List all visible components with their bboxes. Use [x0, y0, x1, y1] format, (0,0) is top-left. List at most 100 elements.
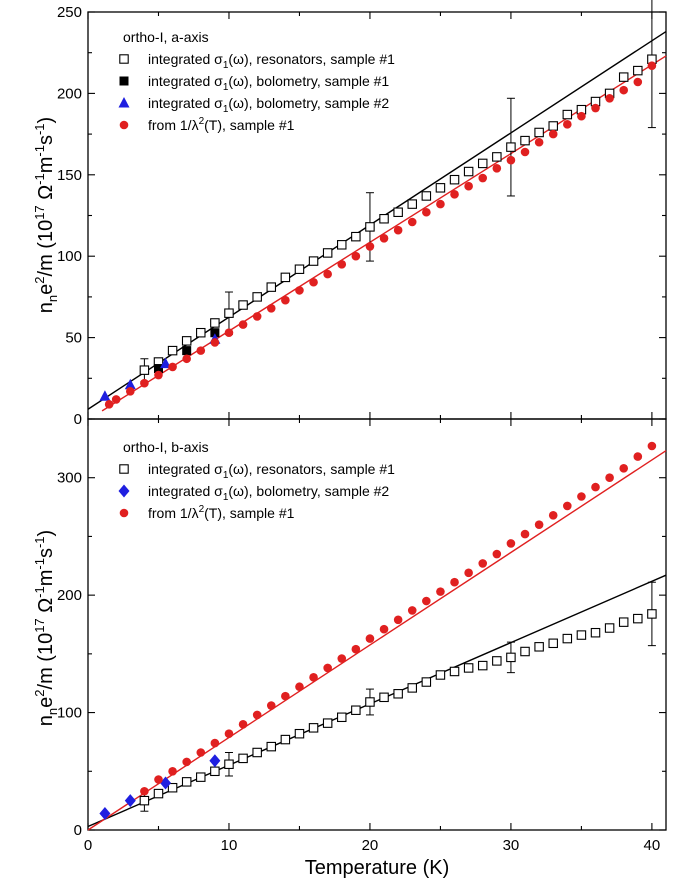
data-point	[119, 508, 129, 518]
data-point	[591, 482, 600, 492]
data-point	[435, 670, 446, 680]
data-point	[647, 61, 657, 71]
data-points-top	[99, 54, 657, 409]
data-point	[633, 613, 643, 624]
data-point	[196, 748, 206, 757]
panel-b-axis: 0 10 20 30 40 0 100 200 300 ortho-I, b-axis inte…	[32, 418, 667, 879]
data-point	[118, 97, 130, 108]
data-point	[238, 753, 248, 764]
data-point	[224, 308, 234, 318]
data-point	[562, 109, 573, 120]
data-point	[266, 701, 276, 710]
data-point	[492, 163, 502, 173]
y-tick-label: 0	[74, 822, 82, 839]
data-point	[604, 623, 615, 633]
data-point	[224, 729, 234, 739]
data-point	[422, 207, 431, 217]
data-point	[590, 627, 601, 638]
data-point	[181, 336, 192, 346]
data-point	[238, 720, 248, 729]
data-point	[238, 320, 248, 329]
data-point	[210, 738, 220, 748]
data-point	[379, 692, 389, 703]
data-point	[464, 181, 473, 191]
data-point	[379, 624, 389, 634]
data-point	[323, 269, 332, 279]
data-point	[182, 757, 191, 767]
data-point	[393, 615, 403, 625]
data-points-bottom	[99, 441, 657, 821]
data-point	[295, 286, 304, 295]
data-point	[252, 312, 262, 321]
data-point	[379, 233, 389, 243]
legend-entry: integrated σ1(ω), resonators, sample #1	[148, 461, 395, 481]
data-point	[422, 596, 431, 606]
data-point	[167, 345, 178, 356]
data-point	[119, 76, 129, 86]
data-point	[449, 174, 460, 185]
data-point	[210, 318, 220, 328]
y-ticks-top: 0 50 100 150 200 250	[57, 4, 666, 428]
data-point	[119, 120, 129, 130]
x-tick-label: 20	[362, 837, 379, 854]
data-point	[548, 121, 558, 131]
data-point	[351, 231, 361, 242]
data-point	[281, 691, 290, 701]
data-point	[294, 264, 305, 274]
data-point	[154, 775, 163, 784]
data-point	[534, 642, 544, 652]
data-point	[365, 242, 375, 251]
data-point	[365, 697, 375, 707]
data-point	[563, 120, 572, 129]
data-point	[506, 539, 516, 548]
data-point	[210, 328, 220, 338]
data-point	[160, 357, 172, 369]
data-point	[534, 520, 544, 529]
data-point	[119, 464, 129, 474]
data-point	[619, 85, 629, 95]
data-point	[407, 199, 417, 209]
y-tick-label: 50	[65, 330, 82, 347]
data-point	[337, 260, 347, 269]
data-point	[140, 786, 149, 796]
data-point	[196, 346, 206, 355]
data-point	[308, 723, 319, 733]
y-tick-label: 200	[57, 85, 82, 102]
data-point	[605, 93, 614, 103]
data-point	[463, 663, 474, 673]
data-point	[168, 362, 177, 372]
x-axis-label: Temperature (K)	[305, 857, 450, 879]
data-point	[478, 559, 488, 568]
data-point	[181, 777, 192, 787]
y-tick-label: 100	[57, 705, 82, 722]
data-point	[365, 634, 375, 643]
data-point	[379, 214, 389, 224]
data-point	[323, 663, 332, 673]
data-point	[119, 54, 129, 64]
data-point	[210, 766, 220, 777]
data-point	[266, 303, 276, 313]
data-point	[252, 292, 262, 302]
data-point	[407, 217, 417, 227]
data-point	[407, 606, 417, 615]
data-point	[280, 734, 291, 745]
data-point	[140, 378, 149, 388]
data-point	[407, 683, 417, 693]
data-point	[435, 183, 446, 193]
data-point	[182, 354, 191, 364]
data-point	[322, 718, 333, 728]
data-point	[633, 452, 643, 461]
data-point	[209, 754, 221, 768]
data-point	[210, 338, 220, 347]
legend-title: ortho-I, a-axis	[123, 29, 209, 45]
data-point	[196, 772, 206, 782]
data-point	[633, 65, 643, 76]
data-point	[337, 712, 347, 723]
x-tick-label: 40	[644, 837, 661, 854]
data-point	[534, 127, 544, 138]
data-point	[99, 390, 111, 401]
data-point	[224, 759, 234, 769]
legend-entry: from 1/λ2(T), sample #1	[148, 504, 295, 521]
data-point	[252, 710, 262, 720]
y-tick-label: 150	[57, 167, 82, 184]
